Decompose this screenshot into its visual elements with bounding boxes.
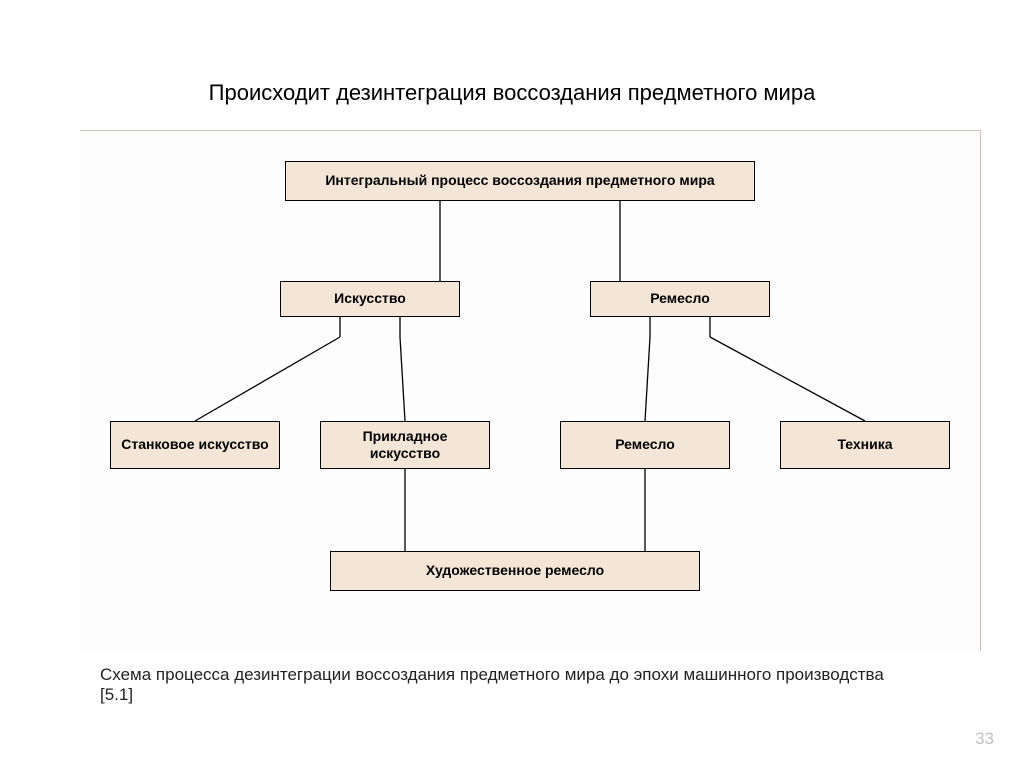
page-title: Происходит дезинтеграция воссоздания пре… bbox=[0, 80, 1024, 106]
node-tech: Техника bbox=[780, 421, 950, 469]
node-craft2: Ремесло bbox=[560, 421, 730, 469]
diagram-area: Интегральный процесс воссоздания предмет… bbox=[80, 130, 981, 651]
node-applied: Прикладное искусство bbox=[320, 421, 490, 469]
diagram-caption: Схема процесса дезинтеграции воссоздания… bbox=[100, 665, 920, 705]
node-root: Интегральный процесс воссоздания предмет… bbox=[285, 161, 755, 201]
node-easel: Станковое искусство bbox=[110, 421, 280, 469]
node-art: Искусство bbox=[280, 281, 460, 317]
page-number: 33 bbox=[975, 729, 994, 749]
node-artcraft: Художественное ремесло bbox=[330, 551, 700, 591]
node-craft: Ремесло bbox=[590, 281, 770, 317]
